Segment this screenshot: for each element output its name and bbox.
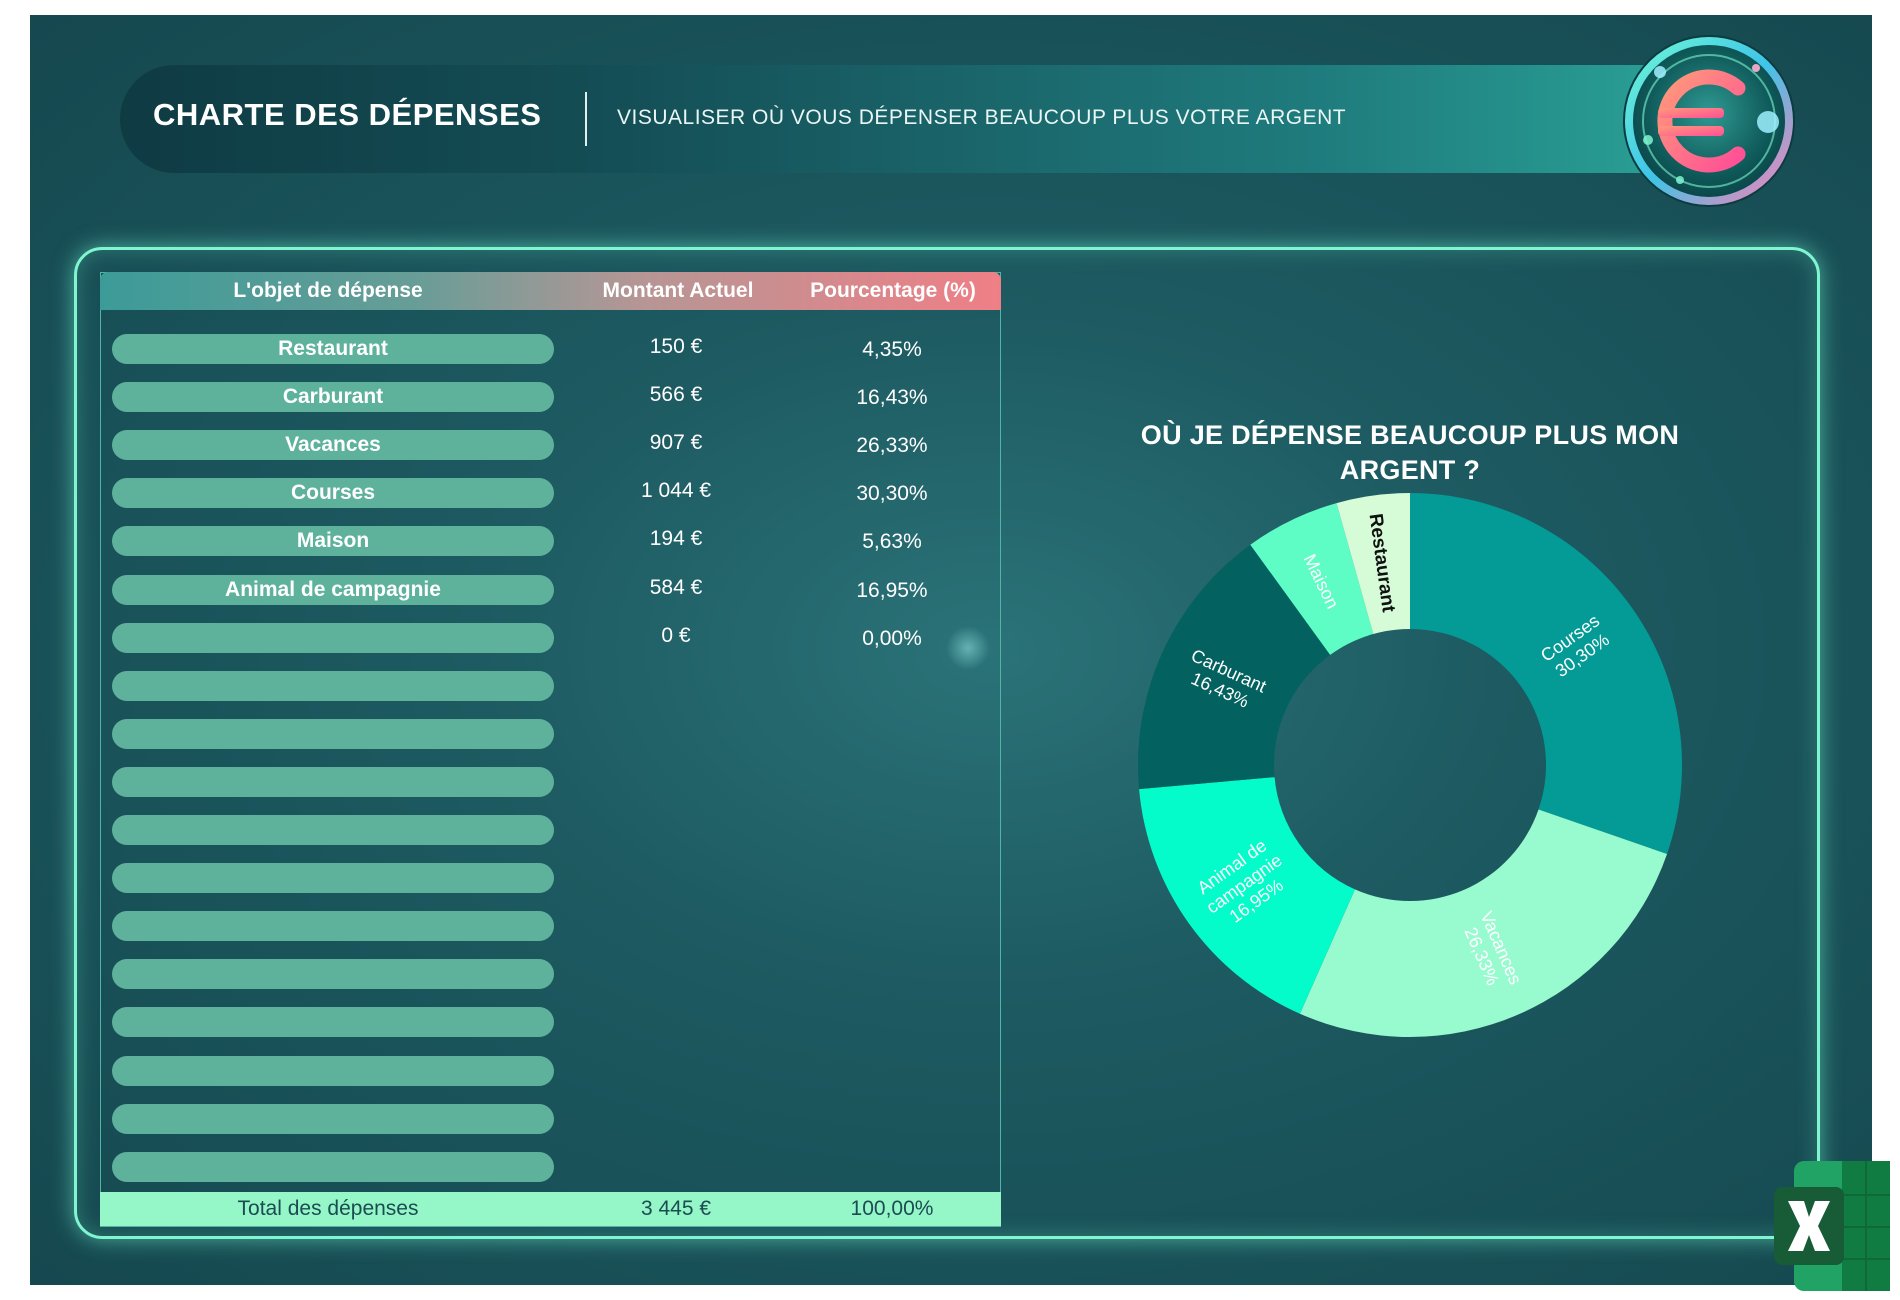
- category-cell: [112, 911, 554, 941]
- amount-cell: [596, 861, 756, 891]
- amount-cell: 0 €: [661, 624, 691, 647]
- category-cell: Vacances: [112, 430, 554, 460]
- total-row: Total des dépenses 3 445 € 100,00%: [100, 1192, 1001, 1226]
- amount-cell: [596, 1102, 756, 1132]
- percent-cell: [812, 720, 972, 750]
- category-cell: Animal de campagnie: [112, 575, 554, 605]
- header-banner: [120, 65, 1710, 173]
- donut-slice: [1250, 503, 1374, 655]
- euro-coin-icon: [1623, 35, 1795, 207]
- percent-cell: 16,43%: [856, 386, 928, 409]
- donut-slice: [1139, 777, 1355, 1014]
- table-header: L'objet de dépense Montant Actuel Pource…: [100, 272, 1001, 310]
- category-cell: Maison: [112, 526, 554, 556]
- amount-cell: 907 €: [649, 431, 703, 454]
- category-cell: [112, 1007, 554, 1037]
- chart-title: OÙ JE DÉPENSE BEAUCOUP PLUS MON ARGENT ?: [1140, 420, 1680, 485]
- percent-cell: 26,33%: [856, 434, 928, 457]
- percent-cell: 5,63%: [862, 530, 922, 553]
- total-amount: 3 445 €: [640, 1197, 712, 1220]
- category-cell: [112, 1056, 554, 1086]
- amount-cell: [596, 717, 756, 747]
- percent-cell: [812, 912, 972, 942]
- category-cell: Courses: [112, 478, 554, 508]
- amount-cell: [596, 957, 756, 987]
- page-subtitle: VISUALISER OÙ VOUS DÉPENSER BEAUCOUP PLU…: [617, 106, 1347, 129]
- donut-slice: [1299, 809, 1668, 1037]
- percent-cell: 4,35%: [862, 338, 922, 361]
- amount-cell: 584 €: [649, 576, 703, 599]
- percent-cell: [812, 1008, 972, 1038]
- amount-cell: [596, 909, 756, 939]
- percent-cell: 16,95%: [856, 579, 928, 602]
- glow-decoration: [946, 626, 990, 670]
- percent-cell: [812, 1153, 972, 1183]
- category-cell: [112, 959, 554, 989]
- percent-cell: [812, 816, 972, 846]
- amount-cell: [596, 1005, 756, 1035]
- amount-cell: [596, 669, 756, 699]
- percent-cell: 30,30%: [856, 482, 928, 505]
- page-title: CHARTE DES DÉPENSES: [153, 97, 542, 132]
- amount-cell: [596, 813, 756, 843]
- amount-cell: 150 €: [649, 335, 703, 358]
- amount-cell: 566 €: [649, 383, 703, 406]
- percent-cell: [812, 1057, 972, 1087]
- header-divider: [585, 92, 587, 146]
- category-cell: [112, 863, 554, 893]
- category-cell: [112, 767, 554, 797]
- percent-cell: [812, 672, 972, 702]
- column-header-category: L'objet de dépense: [233, 279, 423, 302]
- excel-icon: [1774, 1161, 1890, 1291]
- percent-cell: [812, 768, 972, 798]
- amount-cell: [596, 1150, 756, 1180]
- category-cell: Restaurant: [112, 334, 554, 364]
- percent-cell: [812, 1105, 972, 1135]
- category-cell: [112, 623, 554, 653]
- category-cell: Carburant: [112, 382, 554, 412]
- amount-cell: [596, 765, 756, 795]
- amount-cell: 1 044 €: [640, 479, 712, 502]
- percent-cell: 0,00%: [862, 627, 922, 650]
- category-cell: [112, 1104, 554, 1134]
- total-label: Total des dépenses: [237, 1197, 419, 1220]
- category-cell: [112, 671, 554, 701]
- total-percent: 100,00%: [850, 1197, 934, 1220]
- amount-cell: 194 €: [649, 527, 703, 550]
- donut-slice: [1336, 493, 1410, 635]
- category-cell: [112, 719, 554, 749]
- donut-slice: [1410, 493, 1682, 854]
- column-header-percent: Pourcentage (%): [810, 279, 976, 302]
- amount-cell: [596, 1054, 756, 1084]
- percent-cell: [812, 960, 972, 990]
- category-cell: [112, 815, 554, 845]
- percent-cell: [812, 864, 972, 894]
- column-header-amount: Montant Actuel: [602, 279, 754, 302]
- donut-slice: [1138, 544, 1331, 790]
- category-cell: [112, 1152, 554, 1182]
- main-panel: [74, 247, 1820, 1239]
